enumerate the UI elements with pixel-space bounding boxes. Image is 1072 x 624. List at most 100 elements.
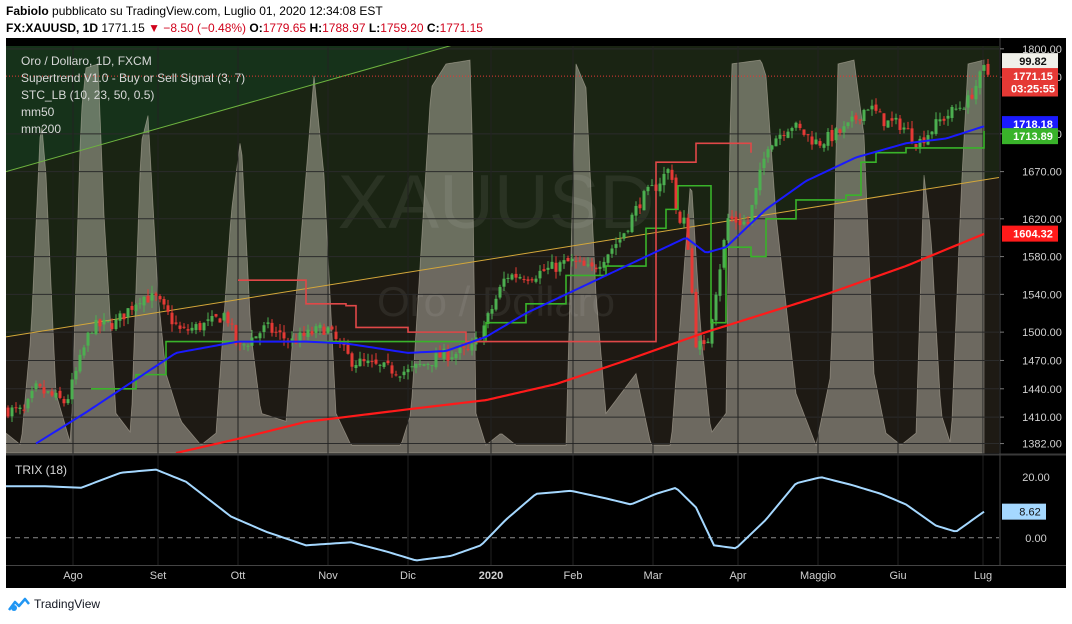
legend-supertrend[interactable]: Supertrend V1.0 - Buy or Sell Signal (3,… (21, 71, 246, 85)
candle-up (486, 313, 490, 324)
candle-up (762, 158, 766, 169)
trix-tick-label: 0.00 (1025, 533, 1046, 545)
stc-oscillator-area (6, 59, 985, 454)
candle-up (378, 364, 382, 366)
candle-up (366, 360, 370, 364)
candle-down (446, 350, 450, 361)
candle-up (502, 278, 506, 287)
candle-down (898, 118, 902, 130)
candle-up (718, 269, 722, 296)
candle-up (610, 248, 614, 254)
trendline-1 (6, 46, 452, 173)
candle-down (542, 269, 546, 271)
candle-down (218, 318, 222, 323)
candle-up (938, 119, 942, 122)
candle-up (722, 240, 726, 268)
candle-up (754, 187, 758, 205)
candle-down (238, 342, 242, 344)
price-change: ▼ −8.50 (−0.48%) (148, 21, 247, 35)
price-badge-bg (1002, 53, 1058, 70)
price-tick-label: 1800.00 (1022, 44, 1062, 56)
low-label: L: (368, 21, 381, 35)
price-tick-label: 1440.00 (1022, 384, 1062, 396)
candle-up (606, 254, 610, 263)
candle-down (174, 322, 178, 324)
price-badge-bg (1002, 225, 1058, 242)
high-value: 1788.97 (322, 21, 366, 35)
candle-up (406, 369, 410, 373)
candle-up (54, 392, 58, 398)
candle-down (530, 279, 534, 281)
candle-up (326, 327, 330, 333)
candle-up (614, 244, 618, 248)
candle-up (126, 308, 130, 318)
candle-down (38, 384, 42, 387)
candle-down (734, 216, 738, 223)
candle-down (566, 257, 570, 262)
candle-up (982, 65, 986, 71)
candle-down (322, 326, 326, 335)
candle-up (134, 304, 138, 312)
legend-mm50[interactable]: mm50 (21, 105, 55, 119)
candle-up (450, 357, 454, 360)
candle-up (410, 366, 414, 368)
time-tick-label: Nov (318, 570, 338, 582)
legend-stc[interactable]: STC_LB (10, 23, 50, 0.5) (21, 88, 155, 102)
candle-up (306, 329, 310, 337)
candle-up (94, 319, 98, 335)
candle-up (666, 169, 670, 173)
author-name[interactable]: Fabiolo (6, 4, 49, 18)
candle-down (58, 390, 62, 398)
candle-up (962, 108, 966, 110)
candle-up (138, 303, 142, 305)
candle-down (214, 314, 218, 317)
candle-up (358, 358, 362, 367)
candle-down (270, 322, 274, 333)
trix-badge-label: 8.62 (1019, 507, 1040, 519)
candle-down (670, 169, 674, 180)
candle-up (498, 286, 502, 298)
price-tick-label: 1382.00 (1022, 439, 1062, 451)
candle-up (646, 186, 650, 192)
candle-up (794, 122, 798, 128)
candle-down (594, 267, 598, 270)
candle-down (130, 305, 134, 310)
candle-up (430, 365, 434, 367)
candle-up (954, 108, 958, 110)
time-tick-label: Feb (564, 570, 583, 582)
candle-up (822, 144, 826, 148)
candle-up (470, 344, 474, 351)
candle-down (330, 326, 334, 330)
candle-down (166, 305, 170, 312)
candle-up (770, 145, 774, 150)
candle-up (630, 214, 634, 233)
candle-down (226, 312, 230, 324)
candle-up (102, 319, 106, 325)
candle-down (858, 119, 862, 121)
legend-trix[interactable]: TRIX (18) (15, 463, 68, 477)
price-badge-label: 1718.18 (1013, 119, 1053, 131)
candle-down (686, 217, 690, 250)
candle-down (386, 360, 390, 364)
candle-up (682, 217, 686, 224)
price-badge-label: 1604.32 (1013, 229, 1053, 241)
price-badge-stc: 99.82 (1002, 53, 1058, 70)
candle-down (198, 323, 202, 331)
candle-down (782, 135, 786, 137)
price-badge-bg (1002, 68, 1058, 85)
time-tick-label: 2020 (479, 570, 503, 582)
candle-up (726, 218, 730, 241)
candle-up (902, 127, 906, 130)
symbol-label: FX:XAUUSD, 1D (6, 21, 99, 35)
candle-up (570, 258, 574, 262)
trix-line (6, 468, 985, 562)
candle-down (578, 260, 582, 262)
candle-up (190, 327, 194, 331)
legend-mm200[interactable]: mm200 (21, 122, 62, 136)
candle-up (402, 371, 406, 376)
footer-brand[interactable]: TradingView (8, 597, 100, 611)
footer-brand-label: TradingView (34, 597, 101, 611)
publisher-line: Fabiolo pubblicato su TradingView.com, L… (6, 4, 383, 18)
